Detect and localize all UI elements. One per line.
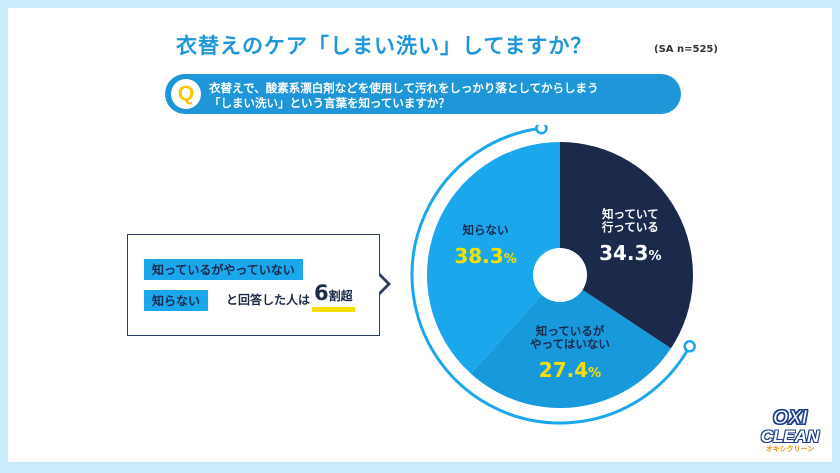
slice-label-0-1: 行っている — [601, 220, 659, 234]
question-marker: Q — [171, 79, 201, 109]
pie-outer-ring — [410, 126, 692, 425]
question-line-2: 「しまい洗い」という言葉を知っていますか？ — [209, 96, 450, 110]
page-title: 衣替えのケア「しまい洗い」してますか？ — [176, 34, 593, 58]
logo-oxi-text: OXI — [772, 407, 808, 429]
frame-left — [0, 0, 8, 473]
frame-bottom — [0, 462, 840, 473]
callout-highlight-2: 知らない — [144, 290, 209, 311]
frame-right — [832, 0, 840, 473]
oxiclean-logo: OXI CLEAN オキシクリーン — [756, 408, 824, 458]
pie-ring-dot-start — [535, 125, 548, 135]
pie-slice-1 — [470, 275, 671, 408]
logo-kana-text: オキシクリーン — [765, 446, 815, 453]
callout-emphasis: 6割超 — [312, 282, 355, 312]
slice-value-unit-1: % — [588, 366, 601, 381]
callout-pointer-fill — [377, 274, 387, 294]
slice-value-2: 38.3% — [454, 244, 516, 268]
slice-value-number-1: 27.4 — [539, 358, 588, 382]
callout-emph-number: 6 — [314, 281, 329, 305]
callout-emph-unit: 割超 — [328, 289, 353, 303]
slice-value-0: 34.3% — [599, 241, 661, 265]
callout-text: と回答した人は — [226, 293, 311, 307]
frame-top — [0, 0, 840, 8]
slice-label-0-0: 知っていて — [601, 207, 659, 221]
pie-donut-hole — [533, 248, 587, 302]
callout-highlight-1: 知っているがやっていない — [144, 259, 303, 280]
pie-ring-dot-end — [683, 340, 696, 353]
slice-label-1-1: やってはいない — [530, 337, 610, 351]
question-banner: Q 衣替えで、酸素系漂白剤などを使用して汚れをしっかり落としてからしまう 「しま… — [165, 74, 681, 114]
slice-value-number-0: 34.3 — [599, 241, 648, 265]
slice-value-unit-2: % — [504, 252, 517, 267]
sample-note: (SA n=525) — [654, 44, 718, 55]
logo-clean-text: CLEAN — [760, 427, 820, 446]
slice-value-unit-0: % — [648, 249, 661, 264]
pie-slice-0 — [560, 142, 693, 349]
slice-value-number-2: 38.3 — [454, 244, 503, 268]
summary-callout: 知っているがやっていない 知らない と回答した人は 6割超 — [127, 234, 380, 336]
slice-value-1: 27.4% — [539, 358, 601, 382]
pie-slice-2 — [427, 142, 560, 374]
question-line-1: 衣替えで、酸素系漂白剤などを使用して汚れをしっかり落としてからしまう — [209, 81, 599, 95]
slice-label-1-0: 知っているが — [535, 324, 605, 338]
slice-label-2-0: 知らない — [462, 223, 509, 237]
